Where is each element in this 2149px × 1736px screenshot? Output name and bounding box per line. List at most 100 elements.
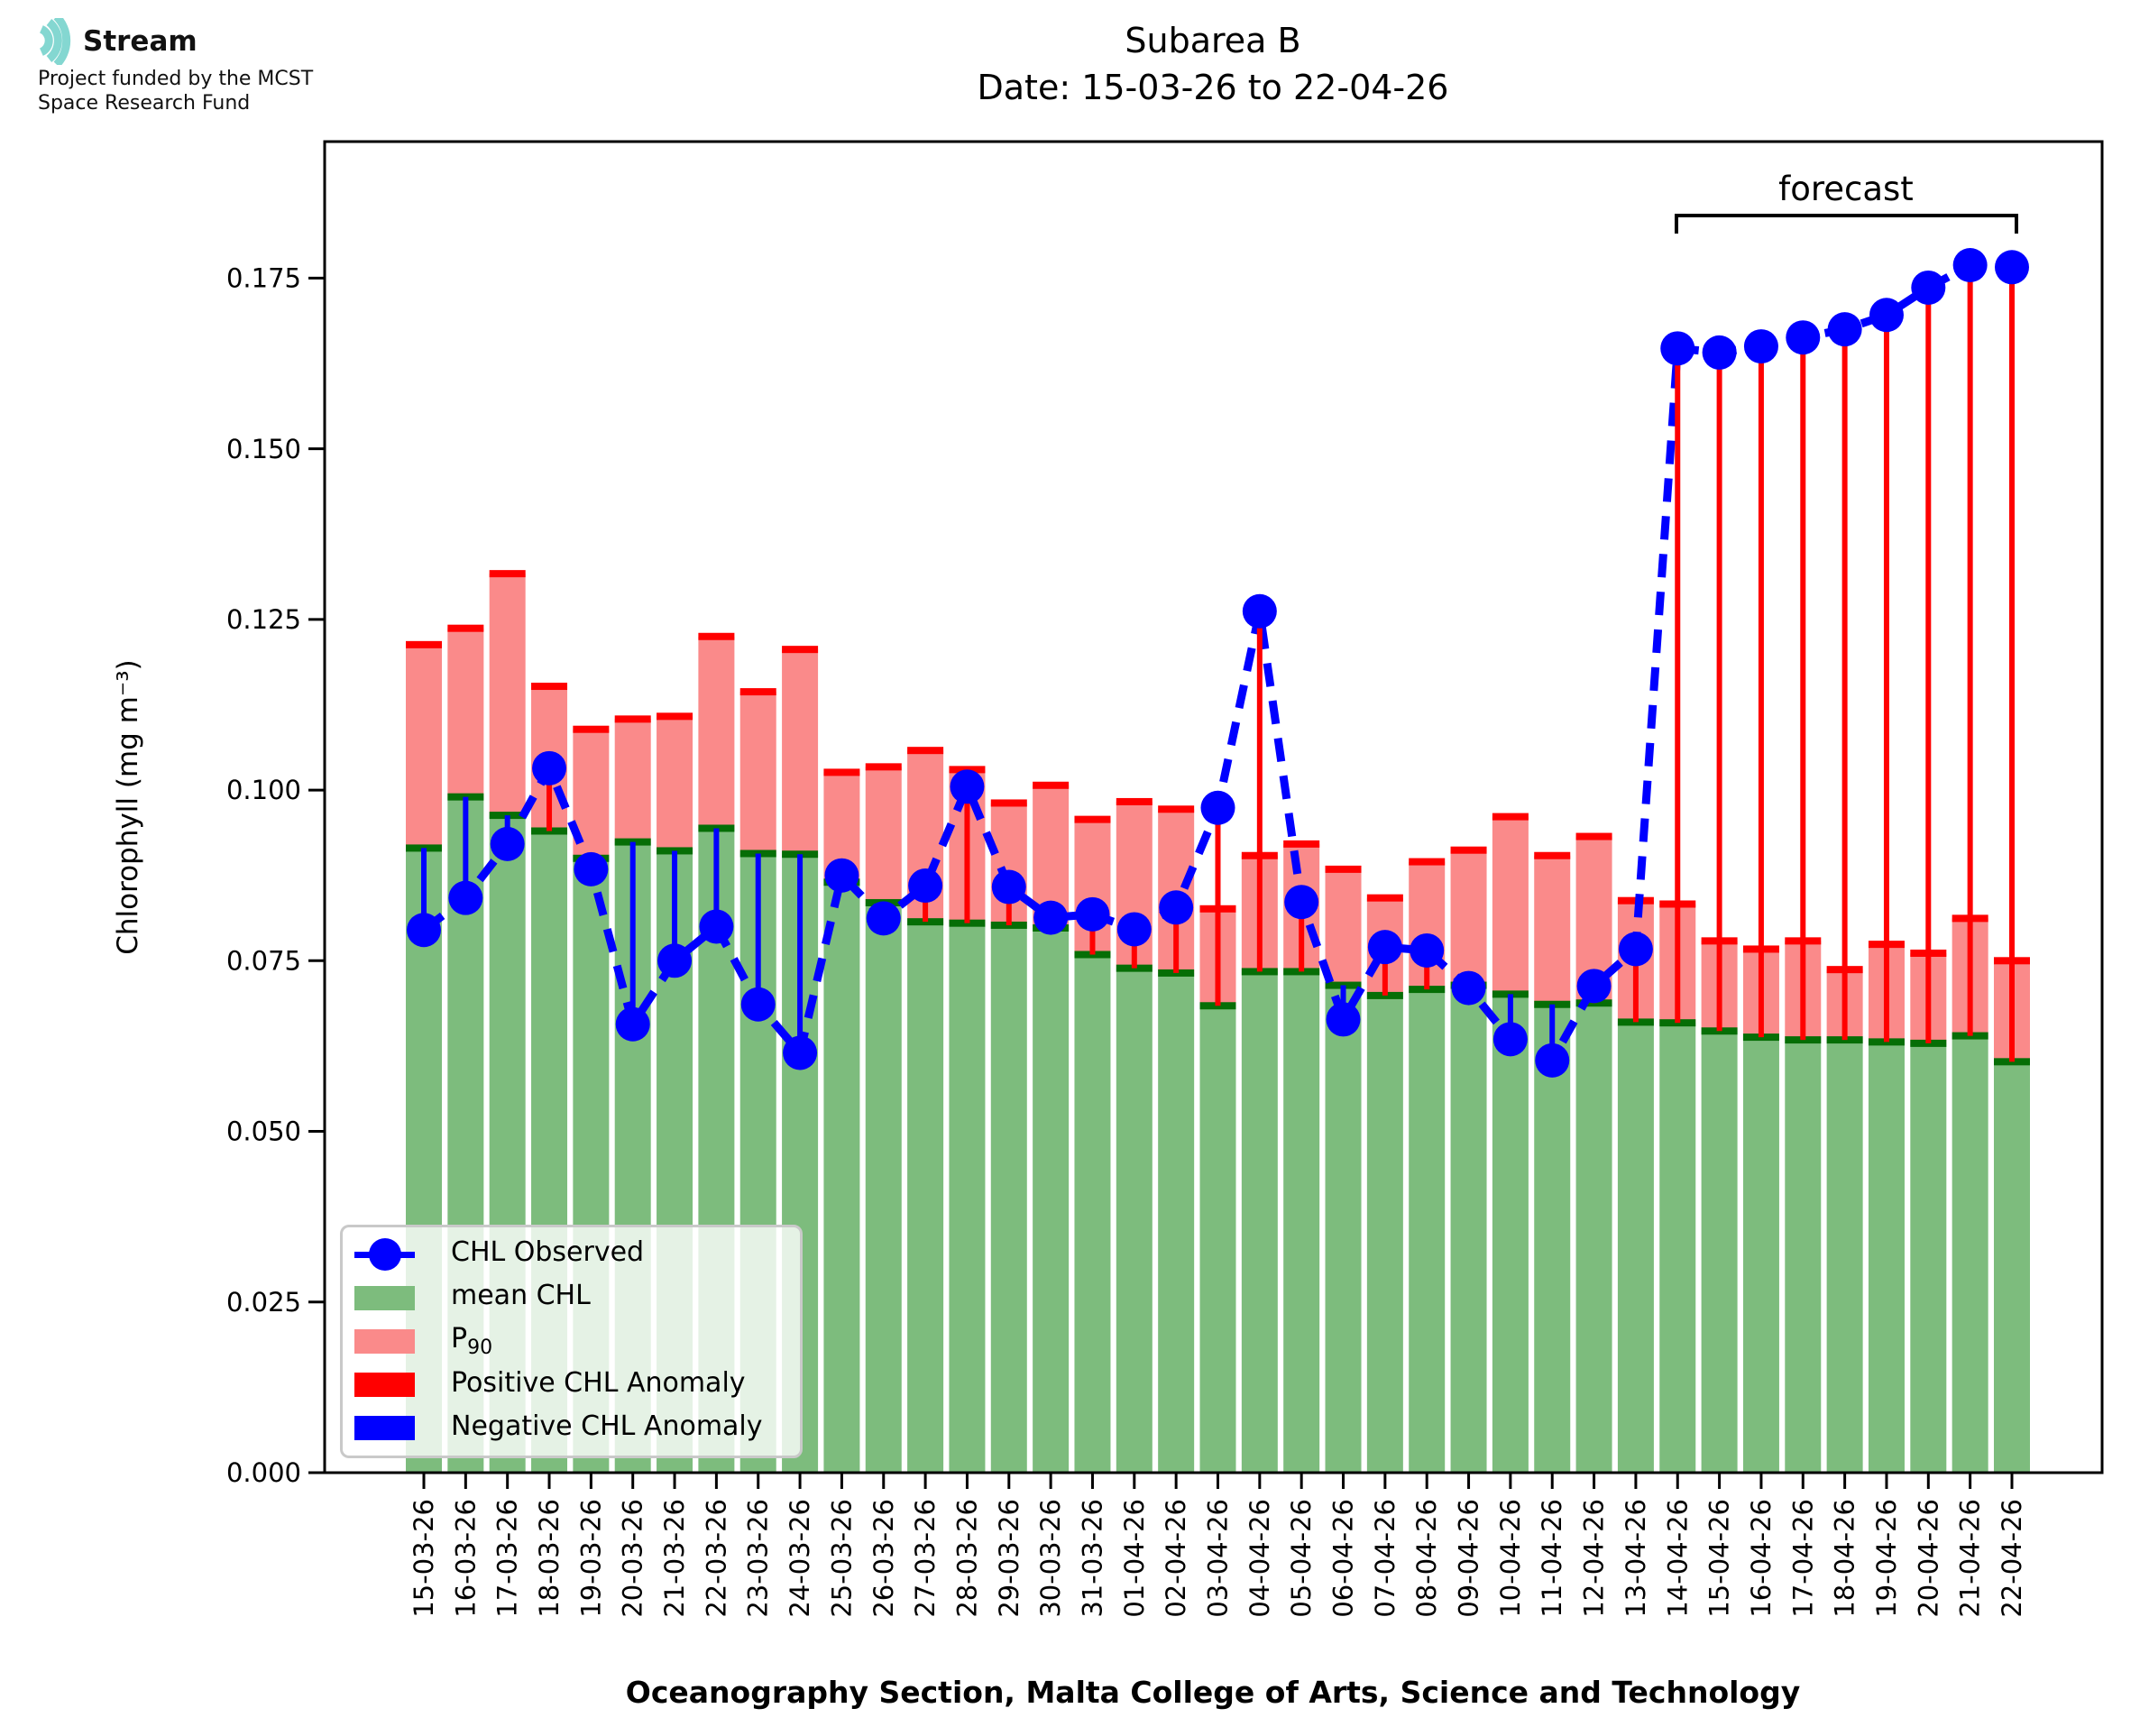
observed-point xyxy=(615,1006,650,1042)
mean-bar xyxy=(1910,1043,1947,1473)
mean-bar xyxy=(907,922,944,1473)
y-tick-label: 0.000 xyxy=(226,1457,301,1488)
mean-bar-cap xyxy=(949,919,986,927)
x-axis-ticks: 15-03-26 16-03-26 17-03-26 18-03-26 19-03-26… xyxy=(409,1473,2027,1618)
mean-bar xyxy=(1366,995,1403,1473)
x-tick-label: 11-04-26 xyxy=(1537,1499,1567,1618)
x-tick-label: 15-03-26 xyxy=(409,1499,439,1618)
p90-bar-cap xyxy=(531,683,568,691)
p90-bar-cap xyxy=(1450,846,1487,854)
y-tick-label: 0.075 xyxy=(226,945,301,976)
p90-bar xyxy=(1450,850,1487,986)
observed-point xyxy=(1827,312,1862,347)
p90-bar-cap xyxy=(1033,781,1070,789)
p90-bar xyxy=(698,636,735,829)
mean-bar xyxy=(865,902,902,1473)
legend-item-mean-chl: mean CHL xyxy=(354,1279,800,1317)
observed-point xyxy=(950,769,985,804)
chart-title-line2: Date: 15-03-26 to 22-04-26 xyxy=(978,68,1449,107)
p90-bar xyxy=(1325,868,1362,986)
p90-bar-cap xyxy=(406,640,442,648)
x-tick-label: 22-03-26 xyxy=(701,1499,731,1618)
observed-point xyxy=(1952,248,1988,283)
mean-bar xyxy=(1199,1006,1236,1473)
mean-bar xyxy=(1617,1022,1654,1473)
observed-point xyxy=(574,851,609,886)
x-tick-label: 10-04-26 xyxy=(1495,1499,1526,1618)
p90-bar-cap xyxy=(1492,813,1529,821)
p90-bar xyxy=(865,767,902,903)
x-tick-label: 31-03-26 xyxy=(1077,1499,1107,1618)
x-tick-label: 16-03-26 xyxy=(450,1499,481,1618)
p90-bar xyxy=(782,649,819,855)
observed-point xyxy=(1492,1022,1528,1057)
mean-bar xyxy=(1826,1040,1863,1473)
observed-point xyxy=(1660,331,1695,366)
stream-wave-icon xyxy=(39,18,71,65)
mean-bar xyxy=(1868,1042,1905,1473)
mean-bar xyxy=(1450,985,1487,1473)
legend-item-chl-observed: CHL Observed xyxy=(354,1235,800,1273)
p90-bar-cap xyxy=(823,768,860,776)
brand-name: Stream xyxy=(83,25,197,58)
x-tick-label: 26-03-26 xyxy=(868,1499,899,1618)
observed-point xyxy=(532,750,567,785)
x-tick-label: 01-04-26 xyxy=(1119,1499,1150,1618)
x-tick-label: 30-03-26 xyxy=(1035,1499,1066,1618)
x-tick-label: 06-04-26 xyxy=(1328,1499,1359,1618)
observed-point xyxy=(1869,298,1904,333)
p90-bar-cap xyxy=(907,747,944,755)
mean-bar xyxy=(1033,927,1070,1473)
p90-bar-cap xyxy=(990,799,1027,807)
x-tick-label: 09-04-26 xyxy=(1454,1499,1484,1618)
observed-point xyxy=(1200,790,1235,825)
legend-dot xyxy=(368,1238,401,1272)
observed-point xyxy=(1284,885,1319,920)
observed-point xyxy=(991,869,1026,905)
x-axis-label: Oceanography Section, Malta College of A… xyxy=(626,1675,1800,1710)
p90-bar-cap xyxy=(1158,805,1195,813)
x-tick-label: 29-03-26 xyxy=(994,1499,1024,1618)
p90-bar xyxy=(657,716,693,851)
observed-points-layer xyxy=(407,248,2029,1078)
legend-swatch-negative-anomaly xyxy=(354,1416,415,1441)
x-tick-label: 07-04-26 xyxy=(1370,1499,1401,1618)
p90-bar xyxy=(614,719,651,842)
x-tick-label: 02-04-26 xyxy=(1161,1499,1191,1618)
y-tick-label: 0.050 xyxy=(226,1116,301,1147)
x-tick-label: 04-04-26 xyxy=(1244,1499,1275,1618)
y-axis-label: Chlorophyll (mg m⁻³) xyxy=(112,659,144,955)
p90-bar-cap xyxy=(489,570,526,578)
p90-bar xyxy=(1492,816,1529,995)
p90-bar-cap xyxy=(1283,840,1320,848)
observed-point xyxy=(1242,593,1277,629)
observed-point xyxy=(1116,912,1152,947)
x-tick-label: 22-04-26 xyxy=(1997,1499,2027,1618)
x-tick-label: 28-03-26 xyxy=(951,1499,982,1618)
observed-point xyxy=(783,1035,818,1070)
mean-bar xyxy=(1116,968,1153,1473)
stream-logo: Stream Project funded by the MCST Space … xyxy=(34,18,359,115)
p90-bar xyxy=(1534,855,1571,1005)
observed-point xyxy=(824,858,859,893)
p90-bar xyxy=(406,644,442,849)
legend-label: Negative CHL Anomaly xyxy=(451,1410,763,1442)
x-tick-label: 17-04-26 xyxy=(1787,1499,1818,1618)
observed-point xyxy=(1410,932,1445,968)
observed-point xyxy=(1033,900,1069,935)
p90-bar-cap xyxy=(1575,832,1612,840)
legend-item-negative-anomaly: Negative CHL Anomaly xyxy=(354,1410,800,1447)
y-tick-label: 0.150 xyxy=(226,434,301,464)
p90-bar-cap xyxy=(1074,815,1111,823)
mean-bar xyxy=(1534,1004,1571,1473)
mean-bar xyxy=(1409,989,1446,1473)
mean-bar xyxy=(1325,985,1362,1473)
observed-point xyxy=(1326,1002,1361,1037)
x-tick-label: 13-04-26 xyxy=(1621,1499,1651,1618)
mean-bar xyxy=(1701,1031,1738,1473)
x-tick-label: 21-04-26 xyxy=(1955,1499,1986,1618)
p90-bar-cap xyxy=(782,646,819,654)
observed-point xyxy=(866,901,901,936)
x-tick-label: 24-03-26 xyxy=(785,1499,815,1618)
